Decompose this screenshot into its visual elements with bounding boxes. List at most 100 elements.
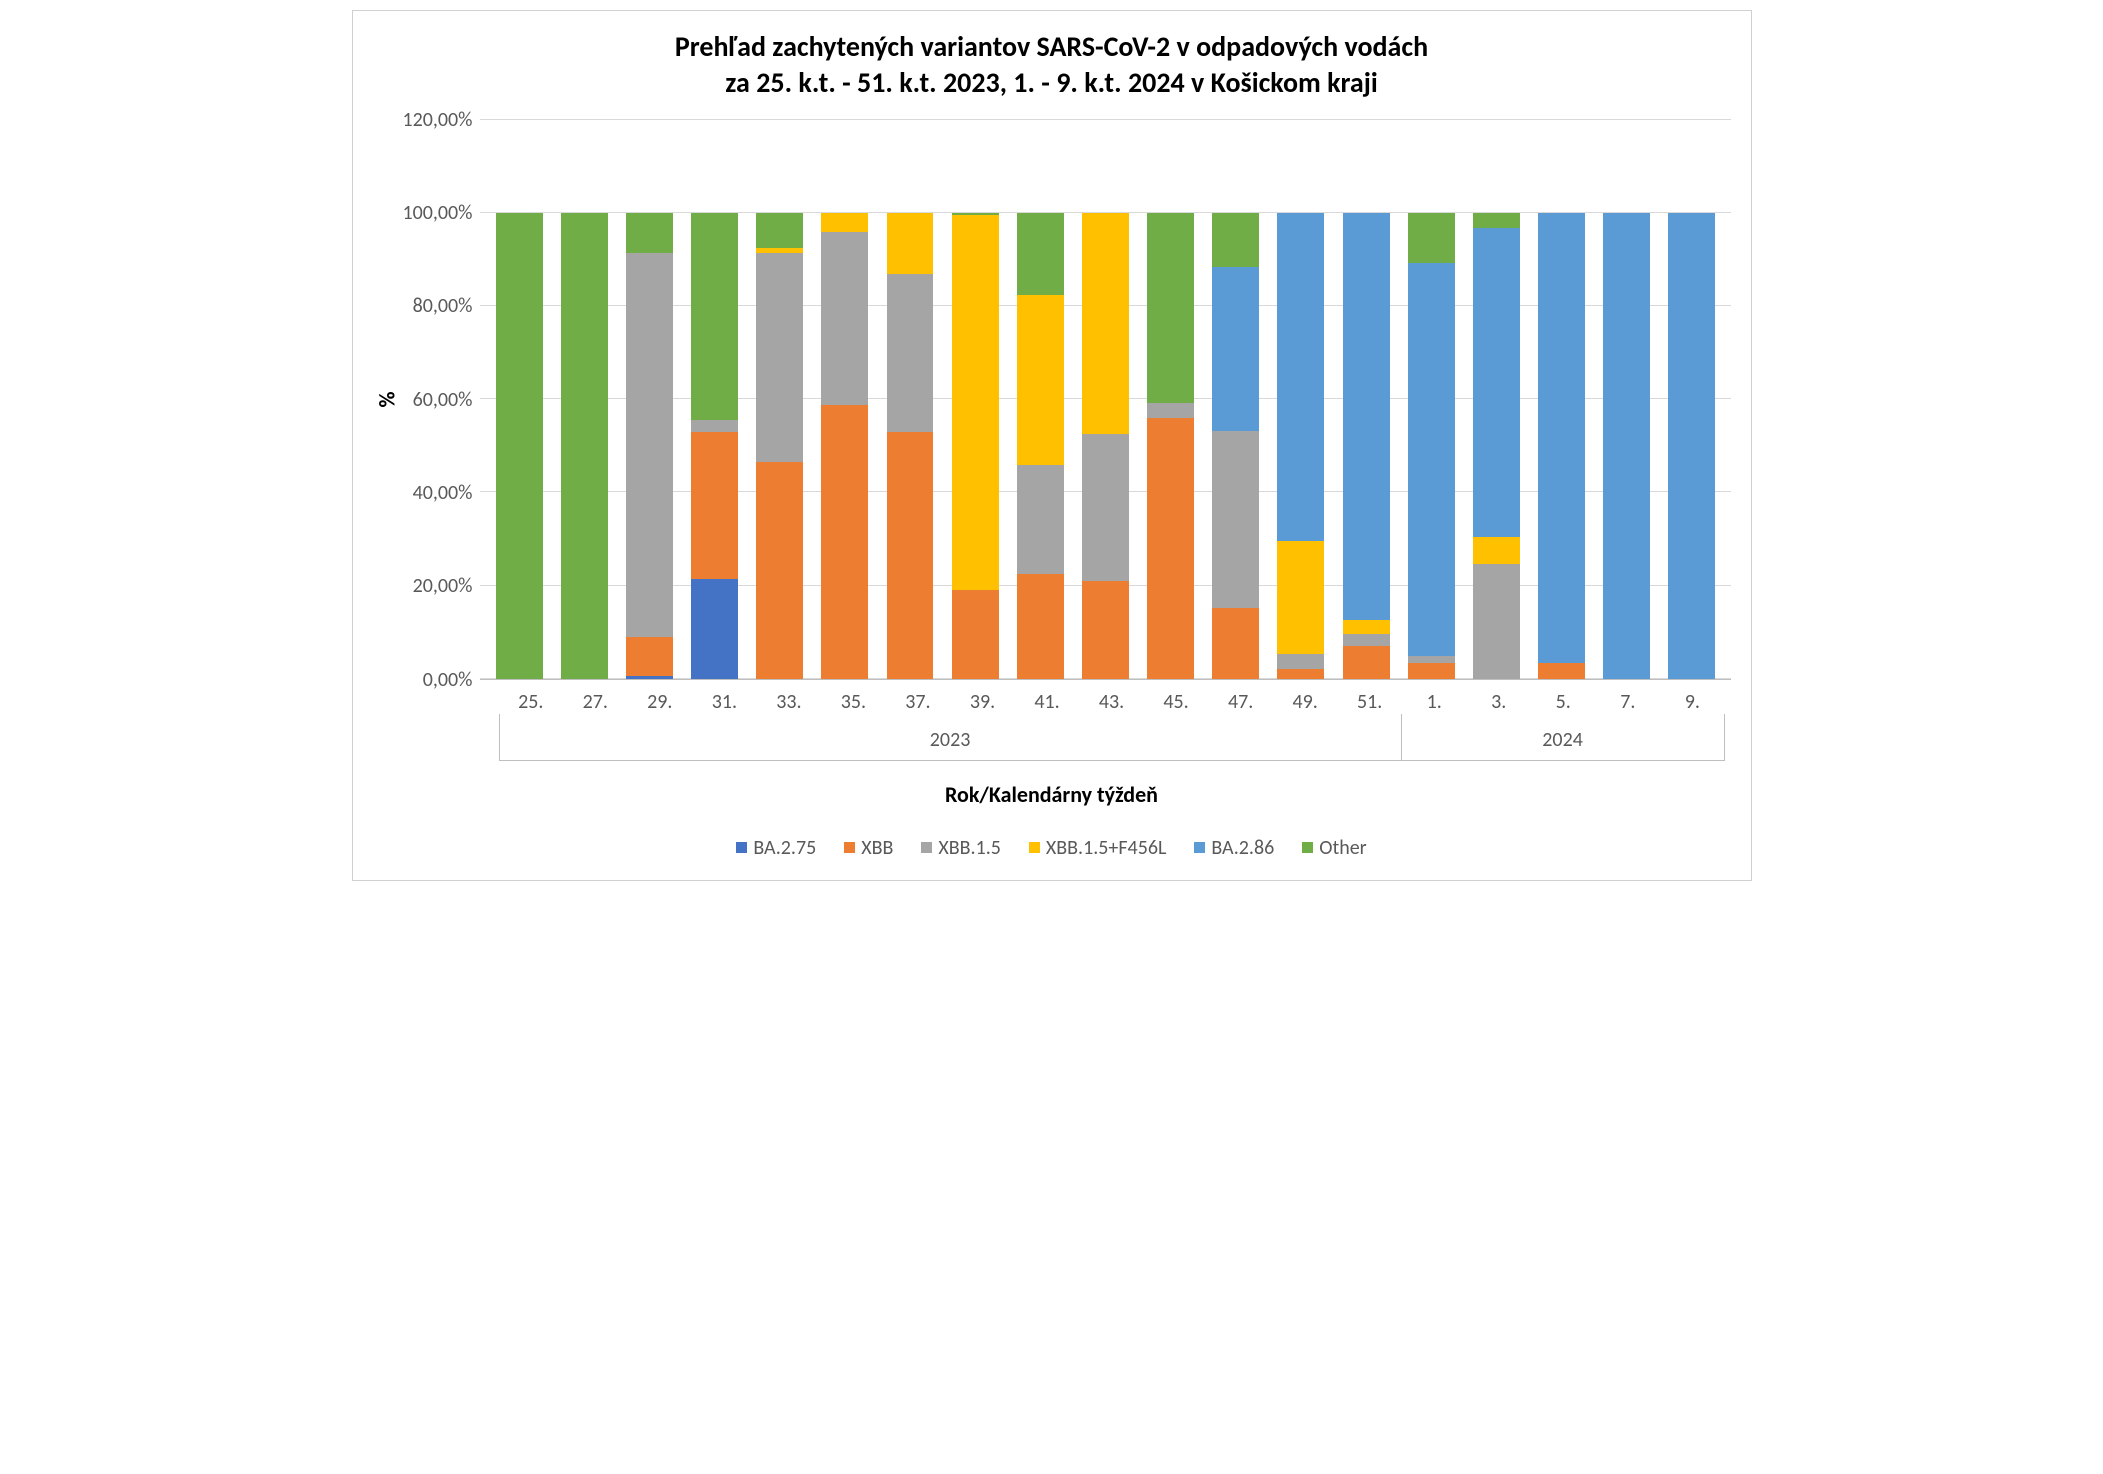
bar-segment <box>1277 541 1324 654</box>
x-axis-year-row: 20232024 <box>403 714 1731 761</box>
stacked-bar <box>1408 120 1455 679</box>
x-tick-label: 1. <box>1402 680 1467 714</box>
x-tick-label: 25. <box>499 680 564 714</box>
bar-segment <box>821 232 868 406</box>
plot-row: % 120,00%100,00%80,00%60,00%40,00%20,00%… <box>373 120 1731 680</box>
bar-slot <box>812 120 877 679</box>
bar-segment <box>1343 646 1390 679</box>
bar-segment <box>1603 213 1650 679</box>
bar-slot <box>1399 120 1464 679</box>
bar-segment <box>691 420 738 432</box>
bar-segment <box>1473 537 1520 564</box>
chart-title-line: za 25. k.t. - 51. k.t. 2023, 1. - 9. k.t… <box>373 65 1731 101</box>
bar-slot <box>552 120 617 679</box>
bar-segment <box>1343 213 1390 620</box>
x-axis-ticks: 25.27.29.31.33.35.37.39.41.43.45.47.49.5… <box>493 680 1731 714</box>
legend-swatch-icon <box>844 842 855 853</box>
x-tick-label: 9. <box>1660 680 1725 714</box>
stacked-bar <box>1473 120 1520 679</box>
year-groups: 20232024 <box>493 714 1731 761</box>
y-axis-label-text: % <box>374 392 401 408</box>
bar-slot <box>877 120 942 679</box>
legend-label: XBB.1.5 <box>938 836 1001 860</box>
x-tick-label: 7. <box>1596 680 1661 714</box>
year-group-label: 2023 <box>499 714 1402 761</box>
legend-label: Other <box>1319 836 1366 860</box>
bar-slot <box>943 120 1008 679</box>
bar-slot <box>682 120 747 679</box>
legend-swatch-icon <box>921 842 932 853</box>
y-axis-label: % <box>373 120 403 680</box>
bar-segment <box>691 579 738 679</box>
chart-container: Prehľad zachytených variantov SARS-CoV-2… <box>352 10 1752 881</box>
legend-label: BA.2.75 <box>753 836 816 860</box>
bar-segment <box>952 215 999 590</box>
legend-swatch-icon <box>1029 842 1040 853</box>
stacked-bar <box>1212 120 1259 679</box>
bar-segment <box>1408 656 1455 663</box>
bar-slot <box>1138 120 1203 679</box>
legend-label: BA.2.86 <box>1211 836 1274 860</box>
x-tick-label: 37. <box>886 680 951 714</box>
bar-segment <box>1343 634 1390 647</box>
x-tick-label: 5. <box>1531 680 1596 714</box>
legend-label: XBB.1.5+F456L <box>1046 836 1166 860</box>
bar-segment <box>1212 213 1259 268</box>
legend-item: BA.2.86 <box>1194 836 1274 860</box>
stacked-bar <box>1668 120 1715 679</box>
bar-segment <box>1408 663 1455 678</box>
x-tick-label: 33. <box>757 680 822 714</box>
bar-segment <box>887 274 934 431</box>
x-axis-ticks-row: 25.27.29.31.33.35.37.39.41.43.45.47.49.5… <box>403 680 1731 714</box>
stacked-bar <box>1538 120 1585 679</box>
bar-segment <box>1212 267 1259 431</box>
bar-segment <box>756 462 803 679</box>
bar-segment <box>1408 213 1455 263</box>
bar-slot <box>747 120 812 679</box>
bar-segment <box>1212 431 1259 607</box>
stacked-bar <box>1603 120 1650 679</box>
bar-segment <box>1017 465 1064 574</box>
bar-segment <box>561 213 608 679</box>
legend-item: BA.2.75 <box>736 836 816 860</box>
legend-item: XBB.1.5+F456L <box>1029 836 1166 860</box>
stacked-bar <box>1082 120 1129 679</box>
bar-segment <box>1408 263 1455 657</box>
bar-slot <box>1073 120 1138 679</box>
bar-segment <box>691 432 738 579</box>
x-axis-title: Rok/Kalendárny týždeň <box>373 781 1731 808</box>
bar-slot <box>1203 120 1268 679</box>
x-tick-label: 45. <box>1144 680 1209 714</box>
bar-segment <box>1538 213 1585 663</box>
bar-slot <box>1529 120 1594 679</box>
bar-segment <box>1538 663 1585 678</box>
stacked-bar <box>887 120 934 679</box>
bar-segment <box>952 590 999 679</box>
bar-segment <box>821 405 868 678</box>
bar-segment <box>1017 295 1064 465</box>
legend-item: XBB <box>844 836 893 860</box>
bar-segment <box>1147 213 1194 403</box>
x-tick-label: 27. <box>563 680 628 714</box>
legend-label: XBB <box>861 836 893 860</box>
bar-segment <box>1473 228 1520 537</box>
x-tick-label: 35. <box>821 680 886 714</box>
legend-swatch-icon <box>736 842 747 853</box>
bar-segment <box>756 213 803 248</box>
bar-segment <box>1147 418 1194 679</box>
bar-segment <box>626 253 673 637</box>
bar-segment <box>1668 213 1715 679</box>
x-tick-label: 39. <box>950 680 1015 714</box>
bar-segment <box>1277 669 1324 678</box>
stacked-bar <box>496 120 543 679</box>
chart-title: Prehľad zachytených variantov SARS-CoV-2… <box>373 29 1731 102</box>
legend-swatch-icon <box>1194 842 1205 853</box>
bar-segment <box>821 213 868 232</box>
x-tick-label: 51. <box>1337 680 1402 714</box>
x-tick-label: 47. <box>1208 680 1273 714</box>
bar-segment <box>1017 574 1064 679</box>
stacked-bar <box>1147 120 1194 679</box>
x-tick-label: 31. <box>692 680 757 714</box>
bars-row <box>480 120 1730 679</box>
x-tick-label: 43. <box>1079 680 1144 714</box>
